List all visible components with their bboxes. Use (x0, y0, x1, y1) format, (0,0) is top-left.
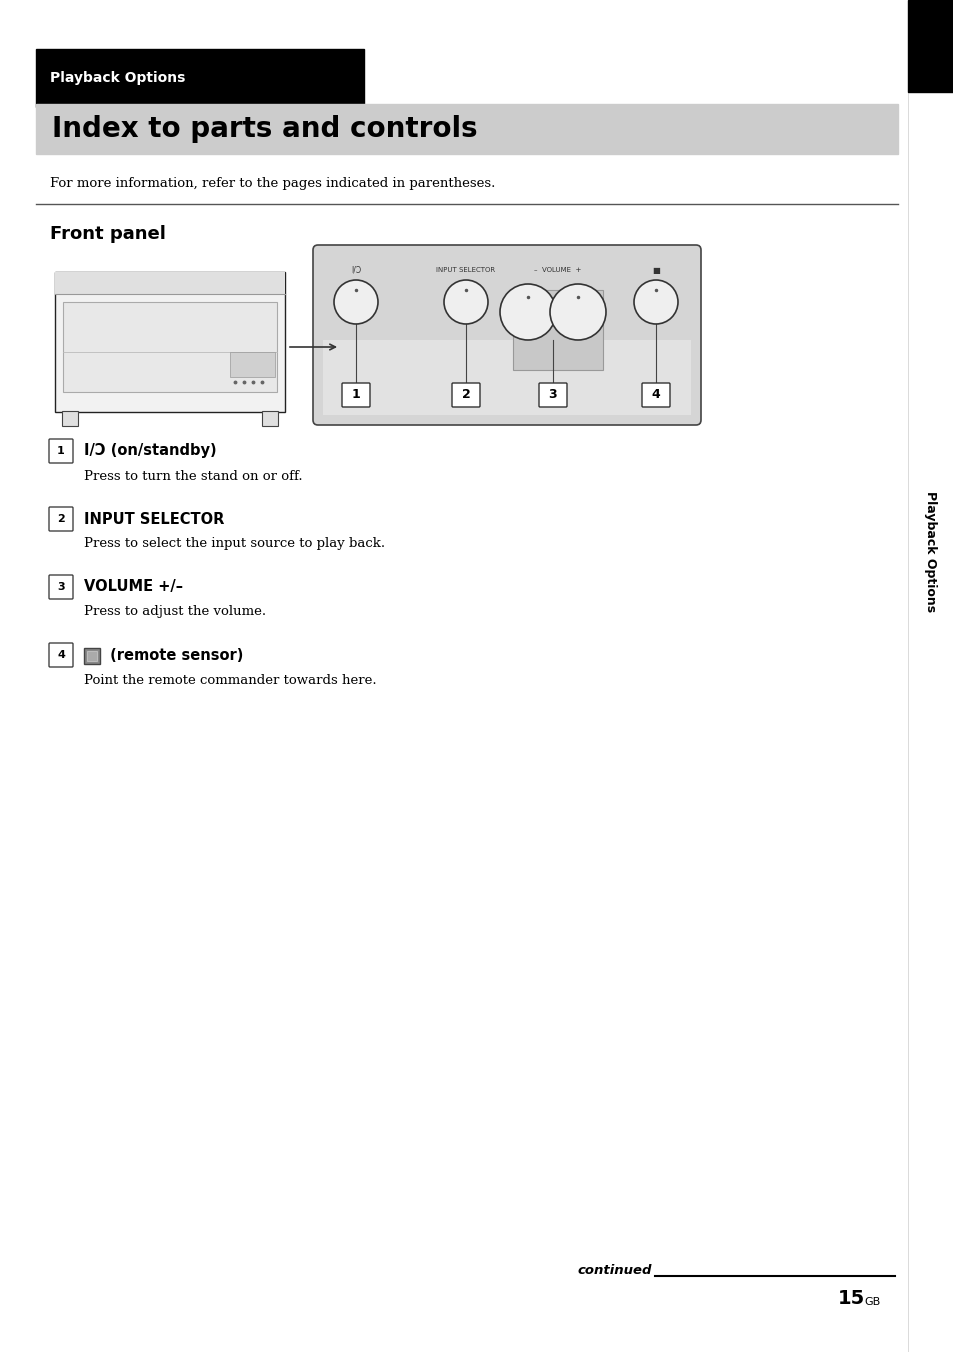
Text: 4: 4 (651, 388, 659, 402)
Text: For more information, refer to the pages indicated in parentheses.: For more information, refer to the pages… (50, 177, 495, 191)
Circle shape (443, 280, 488, 324)
Text: Playback Options: Playback Options (50, 72, 185, 85)
Text: (remote sensor): (remote sensor) (105, 648, 243, 662)
FancyBboxPatch shape (49, 439, 73, 462)
Text: Point the remote commander towards here.: Point the remote commander towards here. (84, 673, 376, 687)
Text: 1: 1 (57, 446, 65, 456)
FancyBboxPatch shape (313, 245, 700, 425)
FancyBboxPatch shape (452, 383, 479, 407)
Bar (36, 104, 897, 154)
Bar (513, 289, 602, 370)
Text: 3: 3 (548, 388, 557, 402)
Bar (323, 339, 690, 415)
Circle shape (550, 284, 605, 339)
Text: Press to select the input source to play back.: Press to select the input source to play… (84, 538, 385, 550)
Text: 3: 3 (57, 581, 65, 592)
Text: Press to turn the stand on or off.: Press to turn the stand on or off. (84, 469, 302, 483)
Text: 2: 2 (57, 514, 65, 525)
Text: Press to adjust the volume.: Press to adjust the volume. (84, 606, 266, 618)
Bar (62, 411, 78, 426)
Text: 1: 1 (352, 388, 360, 402)
Text: –  VOLUME  +: – VOLUME + (534, 266, 581, 273)
Circle shape (634, 280, 678, 324)
Bar (230, 352, 274, 377)
Text: Playback Options: Playback Options (923, 491, 937, 612)
Text: I/Ɔ (on/standby): I/Ɔ (on/standby) (84, 443, 216, 458)
FancyBboxPatch shape (538, 383, 566, 407)
Text: I/Ɔ: I/Ɔ (351, 265, 360, 274)
Bar (55, 272, 285, 293)
FancyBboxPatch shape (49, 575, 73, 599)
FancyBboxPatch shape (641, 383, 669, 407)
FancyBboxPatch shape (341, 383, 370, 407)
Text: Front panel: Front panel (50, 224, 166, 243)
Text: continued: continued (577, 1264, 651, 1276)
Text: Index to parts and controls: Index to parts and controls (52, 115, 477, 143)
Text: ■: ■ (652, 265, 659, 274)
Bar (907, 0, 953, 92)
FancyBboxPatch shape (49, 507, 73, 531)
Circle shape (334, 280, 377, 324)
Text: INPUT SELECTOR: INPUT SELECTOR (436, 266, 495, 273)
Text: 2: 2 (461, 388, 470, 402)
Text: GB: GB (863, 1297, 880, 1307)
Bar (63, 301, 276, 392)
Bar (84, 648, 100, 664)
Text: 15: 15 (837, 1288, 864, 1307)
Text: INPUT SELECTOR: INPUT SELECTOR (84, 511, 224, 526)
Bar (36, 49, 364, 107)
Bar (262, 411, 277, 426)
Bar (87, 652, 97, 661)
Bar (55, 272, 285, 412)
Text: VOLUME +/–: VOLUME +/– (84, 580, 183, 595)
FancyBboxPatch shape (49, 644, 73, 667)
Text: 4: 4 (57, 650, 65, 660)
Circle shape (499, 284, 556, 339)
